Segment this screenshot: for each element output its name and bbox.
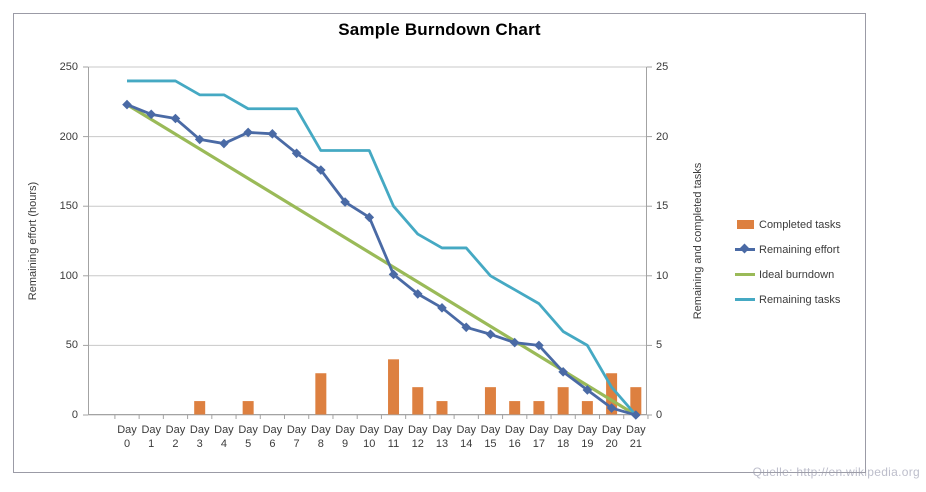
x-axis-tick-label: Day 15 [480, 424, 501, 450]
left-axis-tick-label: 250 [59, 61, 78, 73]
x-axis-tick-label: Day 18 [553, 424, 573, 450]
right-axis-tick-label: 20 [656, 130, 669, 143]
legend: Completed tasks Remaining effort Ideal b… [735, 212, 841, 312]
remaining-tasks-swatch-icon [735, 298, 755, 301]
x-axis-tick-label: Day 17 [529, 424, 549, 450]
remaining-effort-marker [534, 340, 544, 351]
x-axis-tick-label: Day 14 [456, 424, 476, 450]
x-axis-tick-label: Day 16 [504, 424, 525, 450]
x-axis-tick-label: Day 4 [214, 424, 234, 450]
remaining-effort-marker [219, 138, 229, 149]
completed-tasks-bar [194, 401, 206, 415]
legend-label: Ideal burndown [759, 268, 835, 281]
right-axis-tick-label: 10 [656, 269, 669, 282]
legend-item-completed-tasks: Completed tasks [735, 212, 841, 237]
remaining-effort-marker [194, 134, 205, 145]
right-axis-tick-label: 25 [656, 61, 669, 73]
right-axis-tick-label: 5 [656, 339, 663, 352]
left-axis-tick-label: 0 [71, 409, 78, 421]
ideal-burndown-line [125, 102, 638, 417]
left-axis-tick-label: 200 [59, 130, 78, 143]
right-axis-tick-label: 15 [656, 200, 669, 213]
completed-tasks-bar [412, 387, 424, 415]
legend-item-remaining-tasks: Remaining tasks [735, 287, 841, 312]
x-axis-tick-label: Day 0 [117, 424, 137, 450]
completed-tasks-bar [606, 373, 618, 415]
plot-area [83, 66, 652, 420]
ideal-burndown-swatch-icon [735, 273, 755, 276]
x-axis-tick-label: Day 6 [262, 424, 283, 450]
remaining-effort-line [126, 103, 637, 417]
plot-area-svg [83, 66, 652, 420]
legend-item-ideal-burndown: Ideal burndown [735, 262, 841, 287]
x-axis-tick-label: Day 9 [335, 424, 355, 450]
remaining-tasks-line [127, 79, 637, 416]
remaining-effort-marker [291, 148, 302, 159]
completed-tasks-bar [533, 401, 545, 415]
x-axis-tick-label: Day 12 [407, 424, 428, 450]
completed-tasks-bar [436, 401, 448, 415]
x-axis-tick-label: Day 5 [238, 424, 258, 450]
right-axis-title-text: Remaining and completed tasks [692, 162, 704, 320]
legend-label: Remaining tasks [759, 293, 841, 306]
remaining-effort-marker [122, 99, 132, 110]
completed-tasks-swatch-icon [735, 220, 755, 229]
completed-tasks-bar [315, 373, 327, 415]
x-axis-tick-label: Day 3 [189, 424, 210, 450]
source-watermark: Quelle: http://en.wikipedia.org [752, 465, 920, 479]
x-axis-tick-label: Day 21 [626, 424, 646, 450]
completed-tasks-bar [581, 401, 593, 415]
legend-item-remaining-effort: Remaining effort [735, 237, 841, 262]
chart-title: Sample Burndown Chart [338, 20, 541, 39]
right-axis-tick-label: 0 [656, 409, 663, 421]
x-axis-tick-label: Day 13 [432, 424, 452, 450]
remaining-effort-marker [243, 127, 253, 138]
remaining-effort-marker [485, 329, 496, 340]
completed-tasks-bar [557, 387, 569, 415]
x-axis-tick-label: Day 1 [141, 424, 161, 450]
x-axis-tick-label: Day 10 [359, 424, 380, 450]
x-axis-tick-label: Day 7 [286, 424, 307, 450]
left-axis-tick-label: 100 [59, 269, 78, 282]
completed-tasks-bar [484, 387, 496, 415]
legend-label: Remaining effort [759, 243, 840, 256]
completed-tasks-bar [388, 359, 400, 415]
chart-frame [13, 13, 866, 473]
completed-tasks-bar [242, 401, 254, 415]
left-axis-tick-label: 150 [59, 200, 78, 213]
x-axis-tick-label: Day 20 [601, 424, 622, 450]
x-axis-tick-label: Day 2 [165, 424, 186, 450]
x-axis-tick-label: Day 11 [383, 424, 404, 450]
remaining-effort-swatch-icon [735, 243, 755, 254]
x-axis-tick-label: Day 19 [577, 424, 598, 450]
left-axis-tick-label: 50 [65, 339, 78, 352]
completed-tasks-bar [630, 387, 642, 415]
x-axis-tick-label: Day 8 [311, 424, 331, 450]
legend-label: Completed tasks [759, 218, 841, 231]
completed-tasks-bar [509, 401, 521, 415]
